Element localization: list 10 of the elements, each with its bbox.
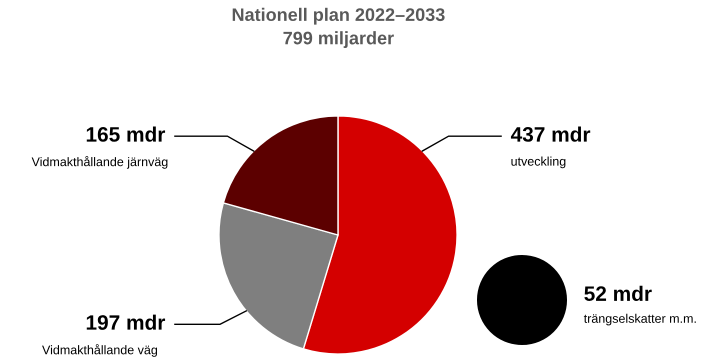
data-label: 165 mdr — [86, 126, 166, 142]
chart-subtitle: 799 miljarder — [283, 31, 394, 48]
slice-label: trängselskatter m.m. — [584, 314, 696, 326]
data-label: 197 mdr — [86, 314, 166, 330]
slice-label: Vidmakthållande väg — [42, 344, 158, 357]
chart-title: Nationell plan 2022–2033 — [232, 8, 445, 25]
data-label: 52 mdr — [584, 286, 652, 302]
slice-label: utveckling — [511, 156, 566, 168]
data-label: 437 mdr — [510, 126, 590, 142]
slice-label: Vidmakthållande järnväg — [32, 156, 168, 169]
